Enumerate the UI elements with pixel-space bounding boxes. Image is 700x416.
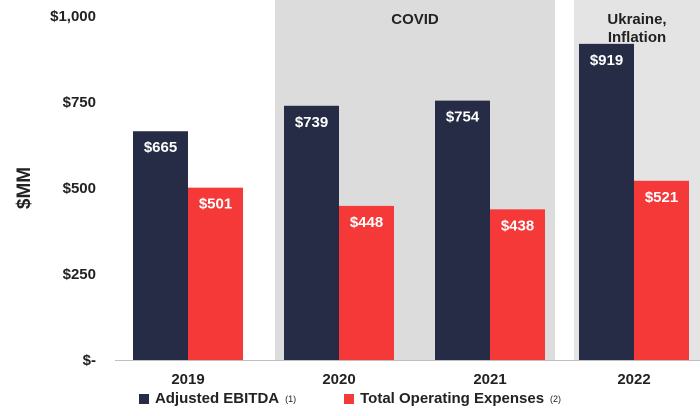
data-label-adjusted-ebitda-2022: $919 [590,52,623,69]
bar-adjusted-ebitda-2020 [284,105,339,360]
bar-total-operating-expenses-2022 [634,180,689,360]
bar-total-operating-expenses-2021 [490,209,545,360]
data-label-adjusted-ebitda-2019: $665 [144,139,177,156]
legend-item-total-operating-expenses: Total Operating Expenses (2) [344,390,561,407]
legend-swatch-adjusted-ebitda [138,393,149,404]
y-tick-label-500: $500 [63,180,96,197]
legend-swatch-total-operating-expenses [344,393,355,404]
y-axis-label: $MM [14,167,35,209]
legend-label-total-operating-expenses: Total Operating Expenses [360,390,545,407]
data-label-adjusted-ebitda-2020: $739 [295,114,328,131]
y-tick-label-1000: $1,000 [50,8,96,25]
y-tick-label-750: $750 [63,94,96,111]
bar-adjusted-ebitda-2019 [133,131,188,360]
legend: Adjusted EBITDA (1) Total Operating Expen… [0,390,700,407]
data-label-total-operating-expenses-2022: $521 [645,189,678,206]
data-label-total-operating-expenses-2021: $438 [501,217,534,234]
data-label-adjusted-ebitda-2021: $754 [446,109,480,126]
x-tick-label-2019: 2019 [171,371,204,388]
data-label-total-operating-expenses-2019: $501 [199,196,232,213]
bar-adjusted-ebitda-2022 [579,43,634,360]
y-tick-label-250: $250 [63,266,96,283]
bar-total-operating-expenses-2019 [188,187,243,360]
region-label-line: COVID [391,11,439,28]
region-label-line: Inflation [608,29,666,46]
legend-footnote-2: (2) [550,393,562,404]
legend-label-adjusted-ebitda: Adjusted EBITDA [154,390,280,407]
region-label-line: Ukraine, [607,11,666,28]
legend-footnote-1: (1) [285,393,297,404]
y-tick-label-0: $- [83,352,96,369]
bar-total-operating-expenses-2020 [339,205,394,360]
region-label-ukraine-inflation: Ukraine, Inflation [607,11,666,46]
x-tick-label-2022: 2022 [617,371,650,388]
region-label-covid: COVID [391,11,439,28]
x-tick-label-2021: 2021 [473,371,506,388]
bar-adjusted-ebitda-2021 [435,100,490,361]
data-label-total-operating-expenses-2020: $448 [350,214,383,231]
bar-chart: COVID Ukraine, Inflation $MM $- $250 $500 $750 $… [14,0,700,388]
x-tick-label-2020: 2020 [322,371,355,388]
legend-item-adjusted-ebitda: Adjusted EBITDA (1) [138,390,297,407]
